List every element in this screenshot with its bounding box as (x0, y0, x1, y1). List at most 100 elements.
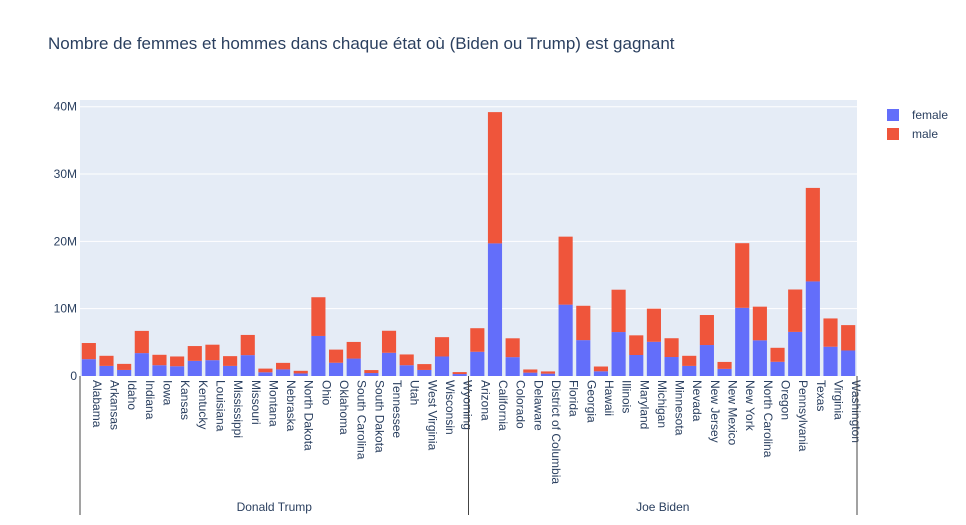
gridlines (80, 106, 857, 310)
legend-swatch-male[interactable] (887, 128, 899, 140)
x-tick-label: Mississippi (231, 380, 245, 438)
bar-male[interactable] (576, 305, 591, 341)
bar-male[interactable] (346, 341, 361, 359)
bar-female[interactable] (770, 361, 785, 376)
bar-male[interactable] (328, 349, 344, 363)
legend-label-female[interactable]: female (912, 108, 948, 122)
bar-female[interactable] (540, 373, 556, 376)
bar-female[interactable] (593, 371, 609, 376)
bar-male[interactable] (646, 308, 661, 342)
bar-female[interactable] (152, 365, 167, 376)
bar-male[interactable] (629, 335, 644, 355)
bar-female[interactable] (276, 369, 291, 376)
bar-male[interactable] (240, 334, 255, 356)
bar-female[interactable] (117, 369, 132, 376)
bar-male[interactable] (417, 364, 432, 370)
bar-male[interactable] (505, 338, 520, 358)
bar-male[interactable] (152, 354, 167, 366)
bar-male[interactable] (99, 355, 114, 366)
bar-male[interactable] (540, 371, 556, 374)
bar-female[interactable] (487, 243, 503, 376)
bar-female[interactable] (170, 366, 185, 376)
bar-male[interactable] (205, 344, 220, 361)
bar-female[interactable] (576, 340, 591, 376)
bar-male[interactable] (805, 187, 820, 282)
bar-male[interactable] (134, 330, 149, 354)
bar-male[interactable] (399, 354, 414, 366)
bar-female[interactable] (788, 331, 803, 376)
bar-female[interactable] (523, 372, 538, 376)
bar-male[interactable] (611, 289, 626, 333)
x-tick-label: Florida (567, 380, 581, 417)
bar-female[interactable] (505, 357, 520, 376)
bar-female[interactable] (646, 341, 661, 376)
bar-female[interactable] (611, 332, 626, 376)
bar-female[interactable] (328, 362, 344, 376)
bar-female[interactable] (99, 365, 114, 376)
x-tick-label: District of Columbia (549, 380, 563, 484)
bar-female[interactable] (699, 345, 714, 376)
bar-female[interactable] (452, 374, 467, 376)
bar-female[interactable] (434, 356, 450, 376)
bar-male[interactable] (117, 363, 132, 370)
bar-female[interactable] (187, 360, 202, 376)
bar-female[interactable] (205, 360, 220, 376)
bar-female[interactable] (841, 350, 856, 376)
bar-male[interactable] (735, 243, 750, 308)
bar-male[interactable] (752, 306, 767, 341)
bar-female[interactable] (417, 369, 432, 376)
bar-female[interactable] (240, 355, 255, 376)
bar-male[interactable] (487, 112, 503, 244)
bar-female[interactable] (717, 368, 732, 376)
y-tick-label: 20M (54, 234, 77, 248)
bar-female[interactable] (470, 351, 485, 376)
bar-male[interactable] (770, 347, 785, 362)
bar-male[interactable] (470, 328, 485, 352)
bar-female[interactable] (823, 346, 838, 376)
bar-male[interactable] (187, 346, 202, 361)
bar-male[interactable] (717, 361, 732, 369)
bar-female[interactable] (752, 340, 767, 376)
bar-male[interactable] (788, 289, 803, 332)
bar-male[interactable] (558, 236, 573, 305)
bar-female[interactable] (223, 365, 238, 376)
bar-female[interactable] (381, 352, 397, 376)
bar-male[interactable] (276, 362, 291, 370)
bar-female[interactable] (364, 373, 379, 376)
bar-male[interactable] (523, 369, 538, 373)
bar-female[interactable] (682, 365, 697, 376)
legend-label-male[interactable]: male (912, 127, 938, 141)
bar-male[interactable] (170, 356, 185, 367)
bar-male[interactable] (223, 356, 238, 366)
bar-male[interactable] (452, 372, 467, 375)
legend-swatch-female[interactable] (887, 109, 899, 121)
bar-male[interactable] (841, 325, 856, 351)
bar-male[interactable] (699, 315, 714, 346)
x-tick-label: Wyoming (461, 380, 475, 430)
bar-female[interactable] (399, 365, 414, 376)
bar-female[interactable] (134, 353, 149, 376)
bar-female[interactable] (735, 307, 750, 376)
bar-male[interactable] (593, 366, 609, 372)
x-tick-label: South Carolina (355, 380, 369, 460)
bar-male[interactable] (682, 355, 697, 366)
bar-male[interactable] (293, 370, 308, 374)
bar-female[interactable] (81, 359, 96, 376)
bar-female[interactable] (805, 281, 820, 376)
bar-male[interactable] (434, 337, 450, 357)
bar-male[interactable] (823, 318, 838, 347)
bar-male[interactable] (664, 338, 679, 358)
x-tick-label: South Dakota (372, 380, 386, 453)
bar-female[interactable] (311, 335, 326, 376)
bar-female[interactable] (258, 372, 273, 376)
bar-female[interactable] (558, 304, 573, 376)
bar-female[interactable] (346, 358, 361, 376)
bar-female[interactable] (293, 373, 308, 376)
bar-male[interactable] (364, 370, 379, 374)
bar-male[interactable] (258, 368, 273, 373)
bar-male[interactable] (311, 297, 326, 336)
bar-female[interactable] (664, 357, 679, 376)
bar-female[interactable] (629, 354, 644, 376)
bar-male[interactable] (81, 343, 96, 360)
bar-male[interactable] (381, 330, 397, 353)
